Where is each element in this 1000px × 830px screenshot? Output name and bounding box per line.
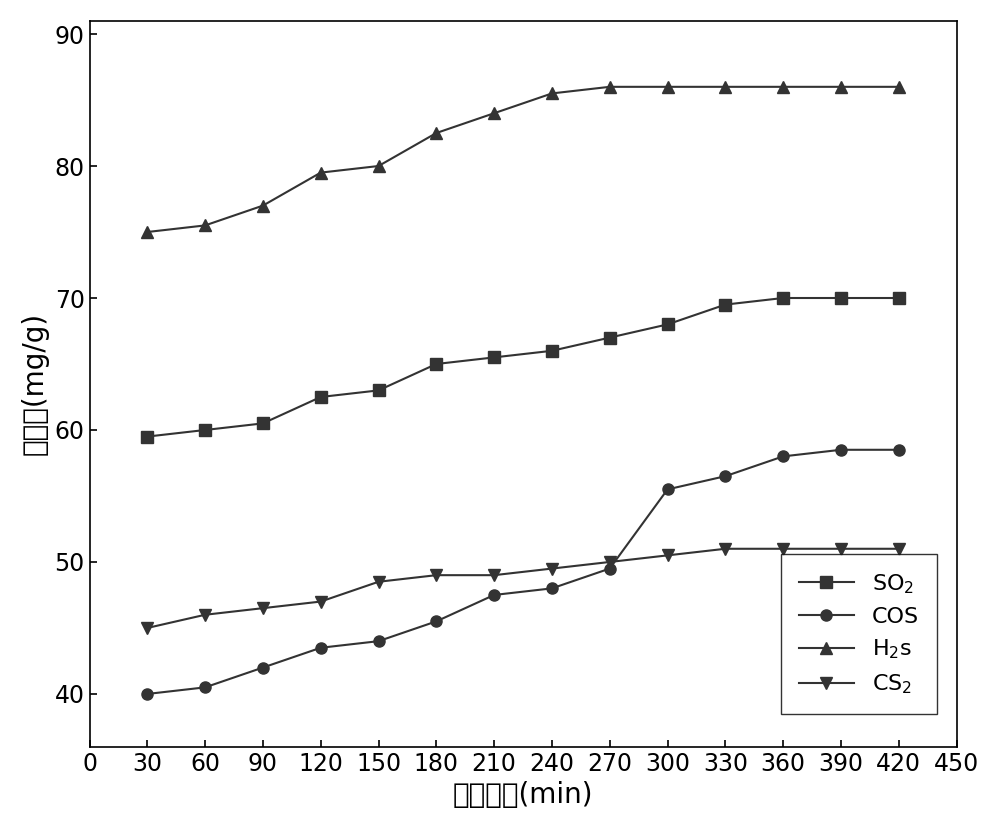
H$_2$s (199, 221, 211, 231)
H$_2$s (835, 82, 847, 92)
COS (430, 617, 442, 627)
CS$_2$ (662, 550, 674, 560)
SO$_2$ (546, 346, 558, 356)
Line: SO$_2$: SO$_2$ (142, 292, 904, 442)
COS (488, 590, 500, 600)
SO$_2$ (257, 418, 269, 428)
CS$_2$ (835, 544, 847, 554)
COS (777, 452, 789, 461)
COS (719, 471, 731, 481)
CS$_2$ (373, 577, 385, 587)
CS$_2$ (430, 570, 442, 580)
COS (835, 445, 847, 455)
COS (315, 642, 327, 652)
H$_2$s (546, 89, 558, 99)
SO$_2$ (141, 432, 153, 442)
X-axis label: 吸附时间(min): 吸附时间(min) (453, 781, 593, 809)
CS$_2$ (546, 564, 558, 574)
H$_2$s (604, 82, 616, 92)
Line: COS: COS (142, 444, 904, 700)
SO$_2$ (430, 359, 442, 369)
COS (257, 662, 269, 672)
CS$_2$ (719, 544, 731, 554)
SO$_2$ (893, 293, 905, 303)
COS (604, 564, 616, 574)
COS (199, 682, 211, 692)
CS$_2$ (893, 544, 905, 554)
Line: H$_2$s: H$_2$s (142, 81, 904, 237)
SO$_2$ (373, 385, 385, 395)
CS$_2$ (257, 603, 269, 613)
H$_2$s (373, 161, 385, 171)
H$_2$s (141, 227, 153, 237)
SO$_2$ (315, 392, 327, 402)
H$_2$s (488, 108, 500, 118)
SO$_2$ (835, 293, 847, 303)
H$_2$s (777, 82, 789, 92)
Line: CS$_2$: CS$_2$ (142, 543, 904, 633)
COS (373, 636, 385, 646)
COS (893, 445, 905, 455)
Y-axis label: 吸附量(mg/g): 吸附量(mg/g) (21, 312, 49, 456)
Legend: SO$_2$, COS, H$_2$s, CS$_2$: SO$_2$, COS, H$_2$s, CS$_2$ (781, 554, 937, 714)
CS$_2$ (315, 597, 327, 607)
SO$_2$ (604, 333, 616, 343)
CS$_2$ (604, 557, 616, 567)
H$_2$s (662, 82, 674, 92)
H$_2$s (257, 201, 269, 211)
COS (546, 583, 558, 593)
SO$_2$ (662, 320, 674, 330)
CS$_2$ (199, 610, 211, 620)
CS$_2$ (777, 544, 789, 554)
CS$_2$ (141, 623, 153, 633)
SO$_2$ (777, 293, 789, 303)
SO$_2$ (488, 353, 500, 363)
SO$_2$ (719, 300, 731, 310)
COS (141, 689, 153, 699)
COS (662, 485, 674, 495)
CS$_2$ (488, 570, 500, 580)
H$_2$s (430, 128, 442, 138)
H$_2$s (893, 82, 905, 92)
H$_2$s (315, 168, 327, 178)
SO$_2$ (199, 425, 211, 435)
H$_2$s (719, 82, 731, 92)
